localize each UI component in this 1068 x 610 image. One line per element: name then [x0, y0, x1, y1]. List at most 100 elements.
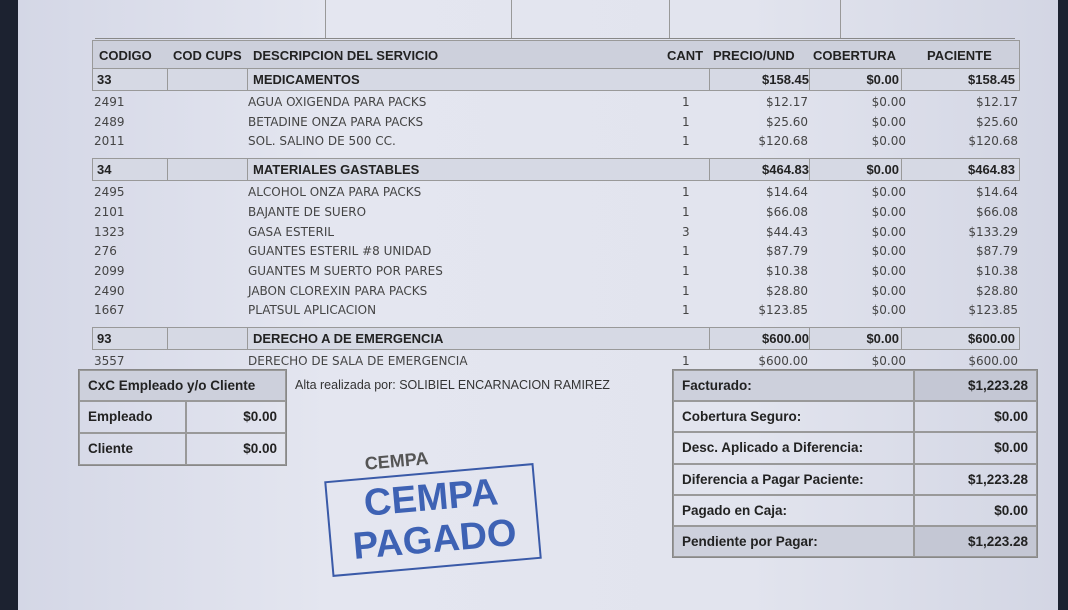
summary-label: Diferencia a Pagar Paciente:	[673, 463, 914, 495]
group-paciente: $464.83	[968, 162, 1015, 178]
col-cant: CANT	[667, 48, 704, 63]
item-precio: $14.64	[766, 185, 808, 200]
item-cant: 1	[682, 95, 690, 109]
col-cobertura: COBERTURA	[813, 48, 897, 63]
col-precio: PRECIO/UND	[713, 48, 795, 63]
summary-box: Facturado: $1,223.28 Cobertura Seguro: $0.0…	[672, 369, 1038, 558]
item-desc: AGUA OXIGENDA PARA PACKS	[248, 95, 427, 109]
alta-text: Alta realizada por: SOLIBIEL ENCARNACION…	[295, 378, 610, 392]
pagado-stamp: CEMPA PAGADO CEMPA	[324, 448, 542, 577]
item-code: 2495	[94, 185, 125, 200]
item-desc: DERECHO DE SALA DE EMERGENCIA	[248, 354, 468, 368]
item-cant: 3	[682, 224, 690, 239]
table-row: 2011 SOL. SALINO DE 500 CC. 1 $120.68 $0.00 $…	[92, 132, 1018, 151]
item-cobertura: $0.00	[871, 244, 906, 259]
item-cant: 1	[682, 134, 690, 149]
table-row: 1323 GASA ESTERIL 3 $44.43 $0.00 $133.29	[92, 223, 1018, 242]
group-name: DERECHO A DE EMERGENCIA	[253, 331, 444, 346]
item-precio: $12.17	[766, 95, 808, 109]
table-row: 2101 BAJANTE DE SUERO 1 $66.08 $0.00 $66.08	[92, 203, 1018, 222]
summary-label: Pendiente por Pagar:	[673, 526, 914, 558]
group-paciente: $158.45	[968, 72, 1015, 87]
invoice-paper	[18, 0, 1058, 610]
item-code: 1323	[94, 224, 125, 239]
item-cobertura: $0.00	[871, 114, 906, 129]
col-cod-cups: COD CUPS	[173, 48, 242, 63]
group-cobertura: $0.00	[866, 72, 899, 87]
item-cant: 1	[682, 354, 690, 368]
summary-value: $0.00	[914, 494, 1037, 526]
group-cobertura: $0.00	[866, 331, 899, 346]
item-paciente: $120.68	[968, 134, 1018, 149]
item-cant: 1	[682, 244, 690, 259]
item-paciente: $14.64	[976, 185, 1018, 200]
item-desc: GUANTES ESTERIL #8 UNIDAD	[248, 244, 432, 259]
cxc-empleado-label: Empleado	[79, 401, 186, 433]
summary-label: Desc. Aplicado a Diferencia:	[673, 432, 914, 464]
col-descripcion: DESCRIPCION DEL SERVICIO	[253, 48, 439, 63]
table-header: CODIGO COD CUPS DESCRIPCION DEL SERVICIO…	[92, 40, 1020, 70]
cxc-empleado-value: $0.00	[186, 401, 286, 433]
item-precio: $28.80	[766, 283, 808, 298]
cxc-title: CxC Empleado y/o Cliente	[79, 370, 286, 401]
item-desc: ALCOHOL ONZA PARA PACKS	[248, 185, 422, 200]
summary-value: $0.00	[914, 432, 1037, 464]
item-code: 2489	[94, 114, 125, 129]
item-cobertura: $0.00	[871, 224, 906, 239]
cxc-cliente-value: $0.00	[186, 433, 286, 465]
item-cobertura: $0.00	[871, 185, 906, 200]
group-name: MEDICAMENTOS	[253, 72, 360, 87]
item-precio: $87.79	[766, 244, 808, 259]
item-paciente: $10.38	[976, 263, 1018, 278]
item-code: 2490	[94, 283, 125, 298]
item-precio: $120.68	[758, 134, 808, 149]
table-row: 2099 GUANTES M SUERTO POR PARES 1 $10.38 $0.…	[92, 262, 1018, 281]
summary-label: Pagado en Caja:	[673, 494, 914, 526]
item-cobertura: $0.00	[871, 204, 906, 219]
item-precio: $10.38	[766, 263, 808, 278]
col-paciente: PACIENTE	[927, 48, 992, 63]
item-paciente: $66.08	[976, 204, 1018, 219]
col-codigo: CODIGO	[99, 48, 152, 63]
group-precio: $464.83	[762, 162, 809, 178]
item-cant: 1	[682, 114, 690, 129]
item-code: 2011	[94, 134, 125, 149]
group-row: 93 DERECHO A DE EMERGENCIA $600.00 $0.00 $60…	[92, 327, 1020, 350]
item-cobertura: $0.00	[871, 95, 906, 109]
cxc-box: CxC Empleado y/o Cliente Empleado $0.00 …	[78, 369, 287, 466]
item-desc: JABON CLOREXIN PARA PACKS	[248, 283, 428, 298]
item-paciente: $123.85	[968, 303, 1018, 318]
group-code: 34	[97, 162, 112, 178]
item-paciente: $600.00	[968, 354, 1018, 368]
item-cobertura: $0.00	[871, 263, 906, 278]
table-row: 2490 JABON CLOREXIN PARA PACKS 1 $28.80 $0.0…	[92, 282, 1018, 301]
item-code: 1667	[94, 303, 125, 318]
item-desc: PLATSUL APLICACION	[248, 303, 377, 318]
summary-label: Cobertura Seguro:	[673, 401, 914, 433]
item-desc: BETADINE ONZA PARA PACKS	[248, 114, 424, 129]
group-paciente: $600.00	[968, 331, 1015, 346]
header-info-grid	[95, 0, 1015, 39]
group-code: 93	[97, 331, 112, 346]
item-cobertura: $0.00	[871, 134, 906, 149]
item-code: 3557	[94, 354, 125, 368]
summary-value: $0.00	[914, 401, 1037, 433]
item-cant: 1	[682, 185, 690, 200]
item-code: 2099	[94, 263, 125, 278]
group-cobertura: $0.00	[866, 162, 899, 178]
group-code: 33	[97, 72, 112, 87]
table-row: 1667 PLATSUL APLICACION 1 $123.85 $0.00 $123.…	[92, 301, 1018, 320]
summary-value: $1,223.28	[914, 370, 1037, 402]
item-precio: $600.00	[758, 354, 808, 368]
cxc-cliente-label: Cliente	[79, 433, 186, 465]
item-paciente: $87.79	[976, 244, 1018, 259]
item-precio: $25.60	[766, 114, 808, 129]
group-name: MATERIALES GASTABLES	[253, 162, 420, 178]
table-row: 2491 AGUA OXIGENDA PARA PACKS 1 $12.17 $0.00…	[92, 93, 1018, 112]
item-cant: 1	[682, 283, 690, 298]
item-cant: 1	[682, 303, 690, 318]
group-row: 33 MEDICAMENTOS $158.45 $0.00 $158.45	[92, 68, 1020, 91]
item-cant: 1	[682, 263, 690, 278]
summary-value: $1,223.28	[914, 526, 1037, 558]
item-desc: GASA ESTERIL	[248, 224, 335, 239]
